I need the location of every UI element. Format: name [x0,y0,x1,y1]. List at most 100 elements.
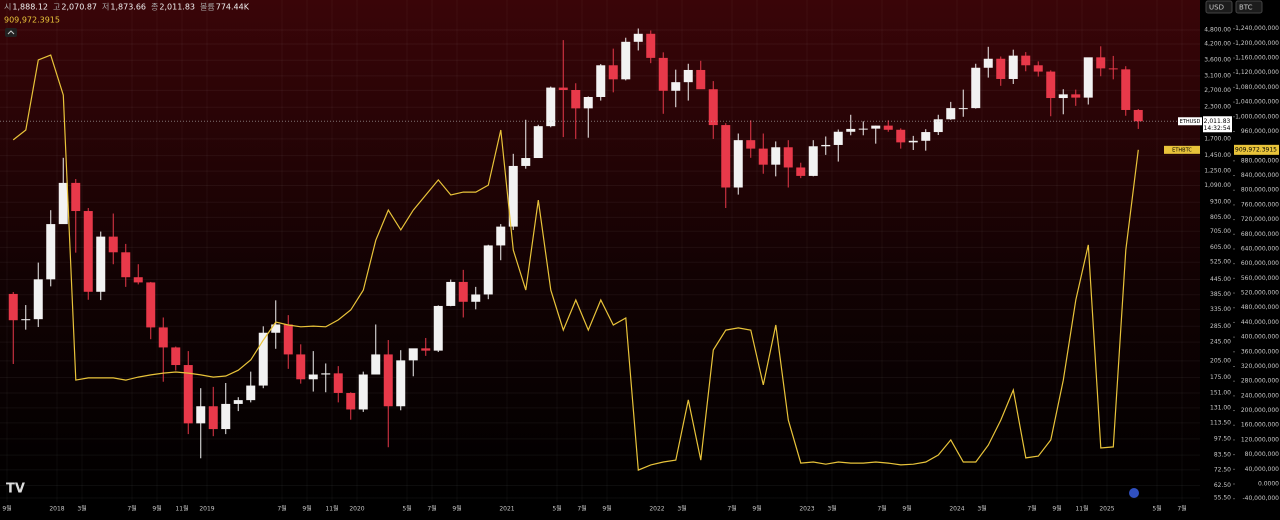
header-item: 1,873.66 [110,3,146,12]
x-tick-label: 3월 [827,505,836,513]
x-tick-label: 7월 [427,505,436,513]
candle-body [221,403,231,430]
series-tag [1164,145,1200,154]
x-tick-label: 2025 [1099,506,1114,513]
header-item: 저 [102,3,109,12]
y2-tick-label: 200,000,000 [1241,407,1279,414]
candle-body [1008,55,1018,79]
candle-body [783,147,793,168]
candle-body [171,347,181,366]
collapse-icon [7,30,15,35]
candle-body [683,69,693,83]
x-tick-label: 9월 [752,505,761,513]
candle-body [908,140,918,143]
candle-body [1083,57,1093,98]
x-tick-label: 9월 [902,505,911,513]
y2-tick-label: 1,120,000,000 [1235,69,1279,76]
header-item: 종 [151,3,158,12]
y2-tick-label: 840,000,000 [1241,172,1279,179]
series-tag-label: ETHBTC [1172,147,1192,153]
candle-body [246,385,256,401]
candle-body [71,182,81,212]
y-tick-label: 2,300.00 [1204,104,1231,111]
y2-tick-label: 160,000,000 [1241,422,1279,429]
x-tick-label: 2020 [349,506,364,513]
marks [8,28,1143,471]
y2-tick-label: 1,040,000,000 [1235,99,1279,106]
candle-body [621,41,631,80]
x-tick-label: 7월 [577,505,586,513]
candle-body [946,108,956,120]
header-item: 774.44K [216,3,250,12]
candle-body [921,132,931,141]
currency: USD [1209,4,1224,12]
candle-body [308,374,318,380]
x-tick-label: 5월 [1152,505,1161,513]
x-tick-label: 7월 [727,505,736,513]
x-tick-label: 9월 [1052,505,1061,513]
last-value-tag [1234,144,1279,155]
candle-body [858,128,868,130]
y2-tick-label: 1,000,000,000 [1235,113,1279,120]
logo: TV [6,482,25,497]
y-tick-label: 3,600.00 [1204,57,1231,64]
candle-body [421,348,431,351]
candle-body [933,119,943,133]
y-tick-label: 445.00 [1210,276,1231,283]
y2-tick-label: 1,080,000,000 [1235,84,1279,91]
y2-tick-label: 880,000,000 [1241,157,1279,164]
candle-body [146,282,156,328]
indicator-value: 909,972.3915 [4,16,60,25]
x-tick-label: 3월 [977,505,986,513]
x-tick-label: 2018 [49,506,64,513]
y2-tick-label: 1,240,000,000 [1235,25,1279,32]
y-tick-label: 175.00 [1210,374,1231,381]
x-tick-label: 2024 [949,506,964,513]
x-tick-label: 11월 [1075,505,1088,513]
candle-body [996,58,1006,79]
y-tick-label: 805.00 [1210,214,1231,221]
y-tick-label: 930.00 [1210,199,1231,206]
y2-tick-label: 1,160,000,000 [1235,55,1279,62]
candle-body [1121,69,1131,110]
candle-body [46,224,56,280]
collapse-button[interactable] [5,28,17,37]
candle-body [958,108,968,110]
y-tick-label: 205.00 [1210,357,1231,364]
candle-body [21,319,31,321]
header-item: 볼륨 [200,2,215,12]
candle-body [483,245,493,295]
candle-body [521,158,531,166]
y2-tick-label: 320,000,000 [1241,363,1279,370]
candle-body [1021,55,1031,66]
x-tick-label: 7월 [1177,505,1186,513]
y2-tick-label: 80,000,000 [1245,451,1280,458]
candle-body [846,128,856,132]
quote: BTC [1239,4,1253,12]
candle-body [608,65,618,80]
y-tick-label: 131.00 [1210,404,1231,411]
y2-tick-label: 560,000,000 [1241,275,1279,282]
candle-body [96,236,106,292]
symbol-tag [1178,117,1202,126]
currency-select[interactable] [1205,0,1233,14]
candle-body [696,69,706,90]
candle-body [1096,57,1106,69]
y-tick-label: 55.50 [1214,494,1231,501]
y-tick-label: 4,200.00 [1204,41,1231,48]
candle-body [371,354,381,375]
x-tick-label: 9월 [452,505,461,513]
candle-body [1046,71,1056,99]
candle-body [771,147,781,165]
candle-body [733,140,743,188]
candle-body [983,58,993,68]
y-tick-label: 1,700.00 [1204,135,1231,142]
y-tick-label: 605.00 [1210,244,1231,251]
axes: 55.50 62.50 72.50 83.50 97.50 113.50 131.00 151… [0,25,1280,513]
candle-body [1071,94,1081,98]
quote-select[interactable] [1235,0,1263,14]
candle-body [208,406,218,430]
candle-body [896,129,906,143]
